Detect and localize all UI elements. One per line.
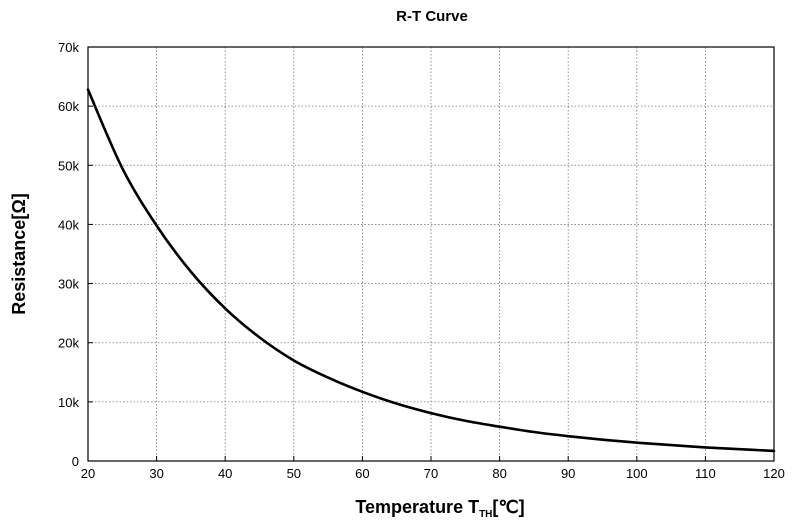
x-tick-label: 50 <box>287 466 301 481</box>
y-tick-label: 30k <box>58 277 79 292</box>
resistance-curve <box>86 88 776 453</box>
x-tick-labels: 20 30 40 50 60 70 80 90 100 110 120 <box>81 466 785 481</box>
x-axis-label-main: Temperature T <box>355 497 479 517</box>
x-axis-label-unit: [℃] <box>492 497 524 517</box>
x-tick-label: 90 <box>561 466 575 481</box>
y-tick-label: 40k <box>58 217 79 232</box>
x-tick-label: 40 <box>218 466 232 481</box>
x-tick-label: 70 <box>424 466 438 481</box>
x-tick-label: 120 <box>763 466 785 481</box>
plot-area-frame <box>87 46 775 462</box>
y-axis-label: Resistance[Ω] <box>9 193 29 314</box>
chart-title: R-T Curve <box>396 8 468 25</box>
x-axis-label-subscript: TH <box>479 509 492 520</box>
x-tick-label: 80 <box>492 466 506 481</box>
x-tick-label: 110 <box>695 466 716 481</box>
x-tick-label: 20 <box>81 466 95 481</box>
x-tick-label: 60 <box>355 466 369 481</box>
y-tick-label: 60k <box>58 99 79 114</box>
x-tick-label: 100 <box>626 466 648 481</box>
y-tick-label: 10k <box>58 395 79 410</box>
y-tick-label: 20k <box>58 336 79 351</box>
y-tick-label: 50k <box>58 158 79 173</box>
y-tick-label: 0 <box>72 454 79 469</box>
x-axis-label: Temperature TTH[℃] <box>355 497 524 520</box>
y-tick-labels: 0 10k 20k 30k 40k 50k 60k 70k <box>58 40 79 469</box>
y-tick-label: 70k <box>58 40 79 55</box>
x-tick-label: 30 <box>149 466 163 481</box>
grid <box>88 47 774 461</box>
